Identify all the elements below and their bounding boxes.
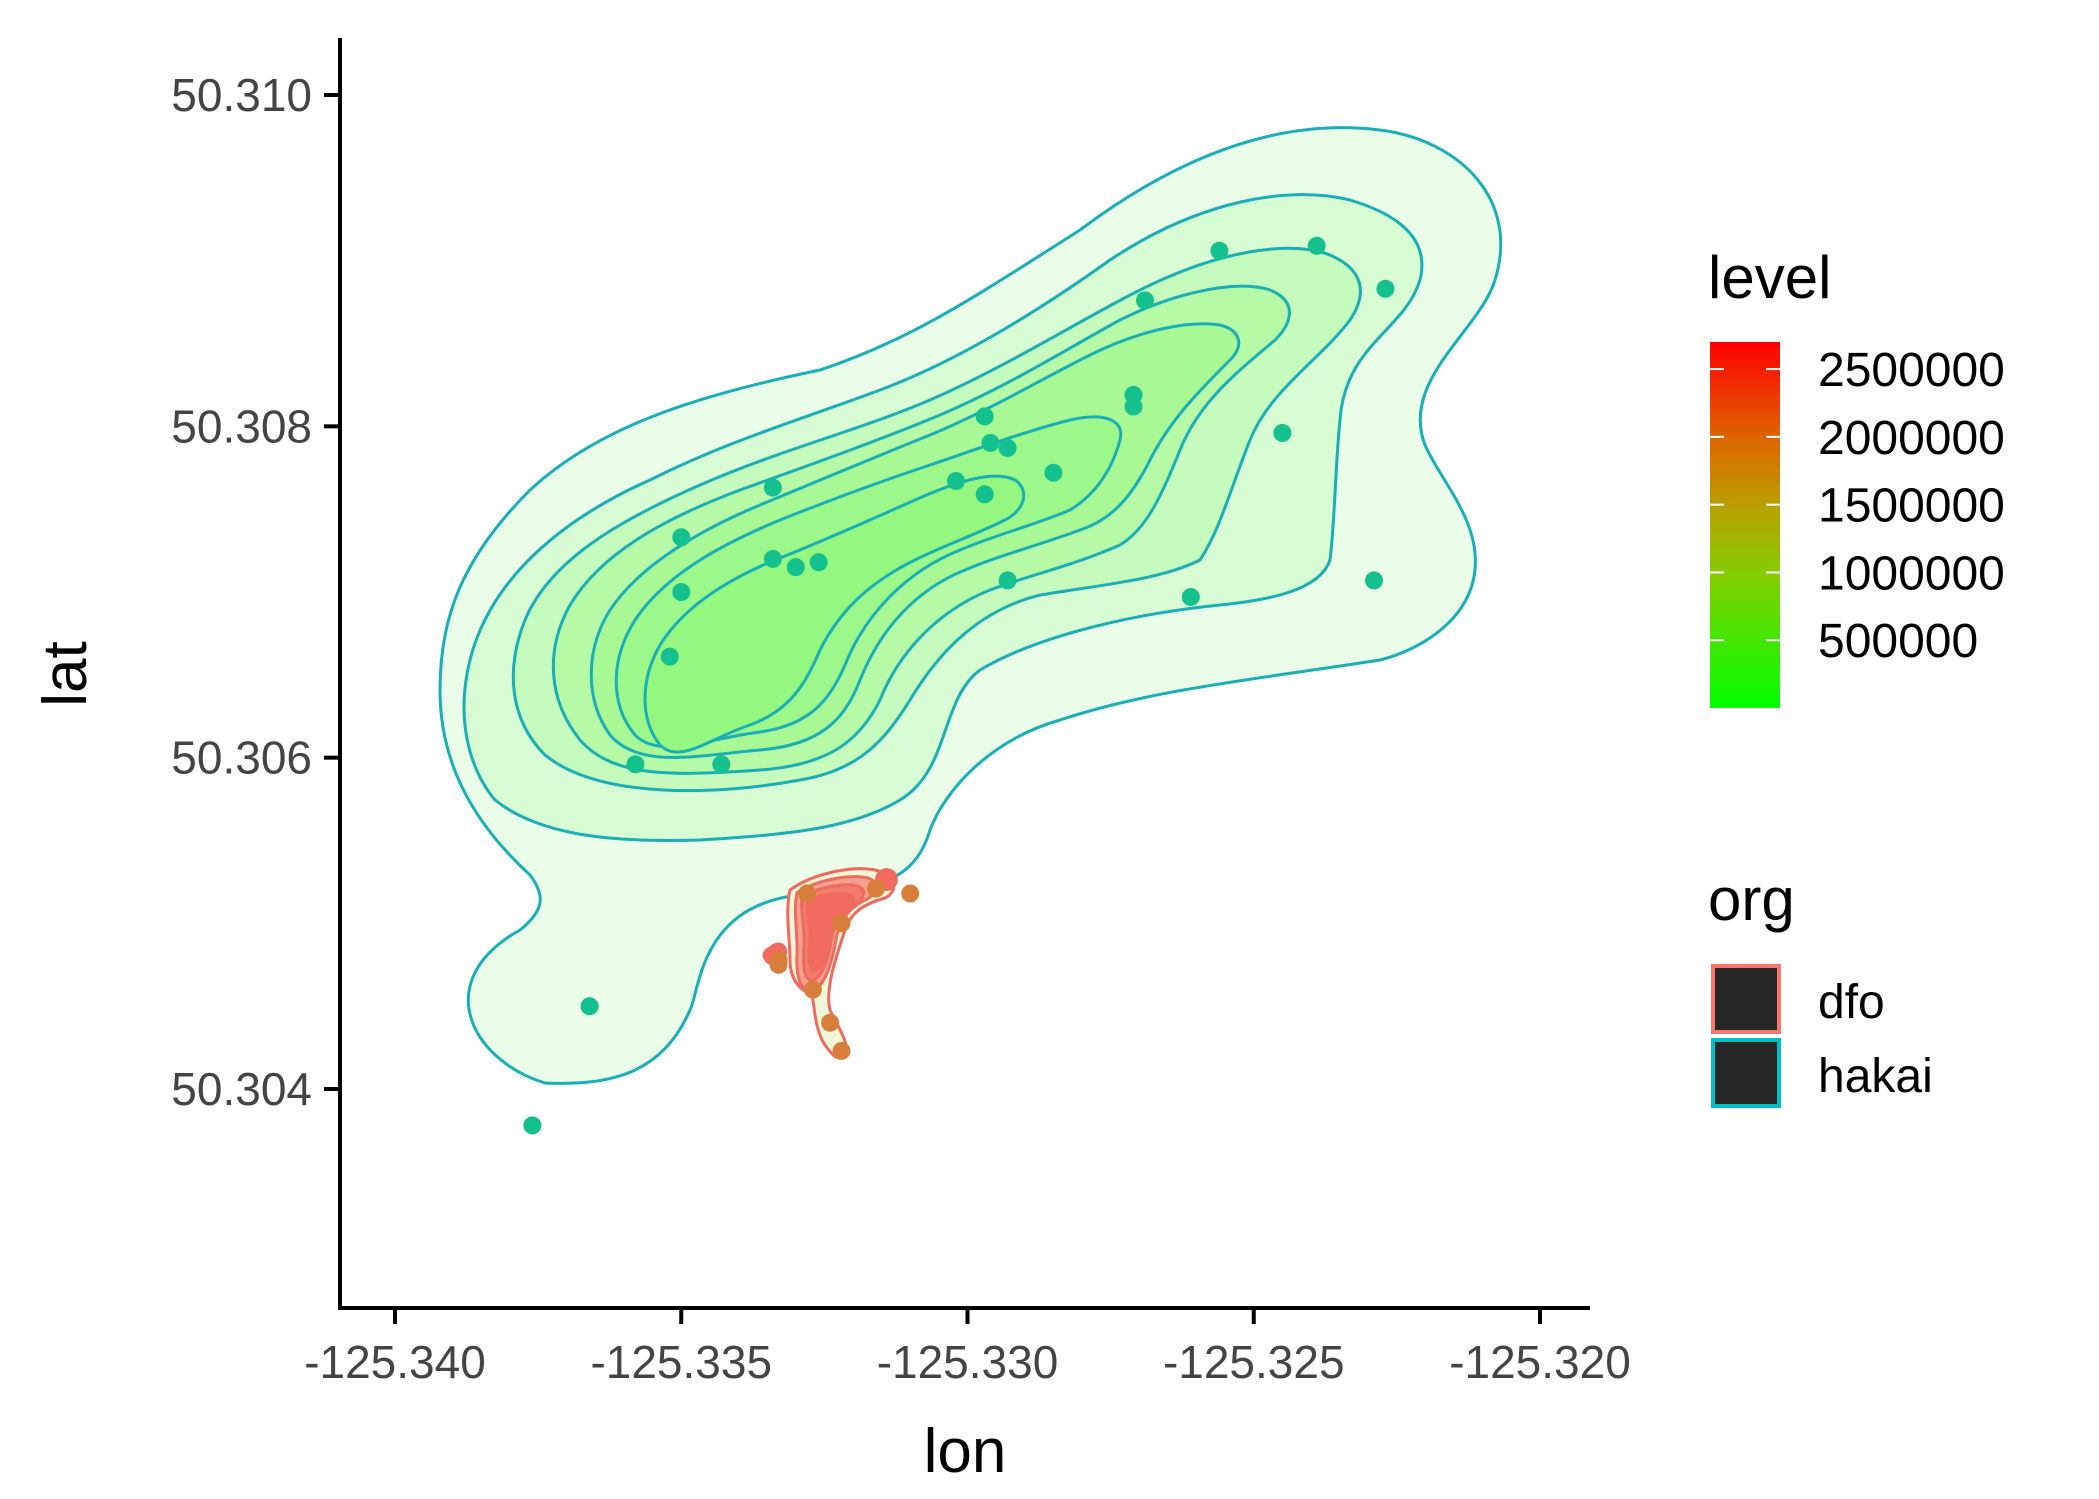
legend-level: level 2500000 2000000 1500000 1000000 500000 [1708,244,2005,708]
y-axis-title: lat [31,641,100,706]
hakai-point [1136,291,1154,310]
legend-level-breaks: 2500000 2000000 1500000 1000000 500000 [1710,344,2005,668]
hakai-point [763,549,782,568]
dfo-point [866,879,885,898]
x-tick-label: -125.335 [590,1336,772,1388]
legend-key-hakai [1711,1038,1781,1108]
hakai-point [1376,279,1395,298]
hakai-point [672,528,691,547]
x-tick-label: -125.320 [1449,1336,1631,1388]
hakai-point [786,558,805,577]
legend-org-title: org [1708,866,1795,933]
legend-level-colorbar [1710,342,1780,708]
dfo-point [821,1013,840,1032]
legend-level-label: 1500000 [1818,480,2005,533]
hakai-point [712,755,731,774]
x-ticks: -125.340 -125.335 -125.330 -125.325 -125.320 [304,1308,1631,1388]
y-tick-label: 50.310 [171,69,312,121]
hakai-point [626,755,645,774]
hakai-point [672,583,691,601]
dfo-point [832,1041,851,1060]
dfo-point [769,955,788,974]
legend-org: org dfo hakai [1708,866,1933,1108]
legend-key-dfo [1711,964,1781,1034]
x-axis-title: lon [924,1417,1007,1486]
legend-label-dfo: dfo [1818,976,1885,1029]
hakai-point [660,647,679,666]
x-tick-label: -125.325 [1163,1336,1345,1388]
hakai-point [1365,571,1383,590]
hakai-point [1307,236,1326,255]
hakai-point [1124,397,1143,416]
axes: -125.340 -125.335 -125.330 -125.325 -125.320… [31,38,1631,1486]
y-tick-label: 50.308 [171,400,312,452]
hakai-point [998,571,1017,590]
y-tick-label: 50.306 [171,732,312,784]
x-tick-label: -125.340 [304,1336,486,1388]
dfo-point [798,884,817,903]
y-tick-label: 50.304 [171,1063,312,1115]
hakai-point [1210,241,1229,260]
hakai-point [763,478,782,497]
legend-label-hakai: hakai [1818,1050,1933,1103]
legend-level-label: 2500000 [1818,344,2005,397]
hakai-point [809,553,828,572]
hakai-point [981,433,1000,452]
dfo-contour-band-4 [806,891,856,972]
hakai-point [580,997,599,1016]
hakai-point [975,485,994,504]
x-tick-label: -125.330 [877,1336,1059,1388]
legend-level-label: 2000000 [1818,412,2005,465]
hakai-density-contours [438,126,1503,1085]
dfo-point [803,980,822,999]
hakai-point [1273,424,1292,442]
hakai-point [1044,463,1063,482]
legend-level-label: 1000000 [1818,547,2005,600]
points-layer [523,236,1395,1135]
hakai-point [947,472,965,490]
y-ticks: 50.304 50.306 50.308 50.310 [171,69,340,1115]
hakai-contour-band-7 [643,474,1026,754]
legend-level-label: 500000 [1818,615,1978,668]
hakai-point [523,1116,542,1135]
dfo-density-contours [762,867,898,1060]
dfo-point [832,914,851,933]
hakai-point [998,438,1017,457]
hakai-point [975,407,994,426]
hakai-point [1181,588,1200,606]
legend-level-title: level [1708,244,1831,311]
dfo-point [901,884,920,903]
